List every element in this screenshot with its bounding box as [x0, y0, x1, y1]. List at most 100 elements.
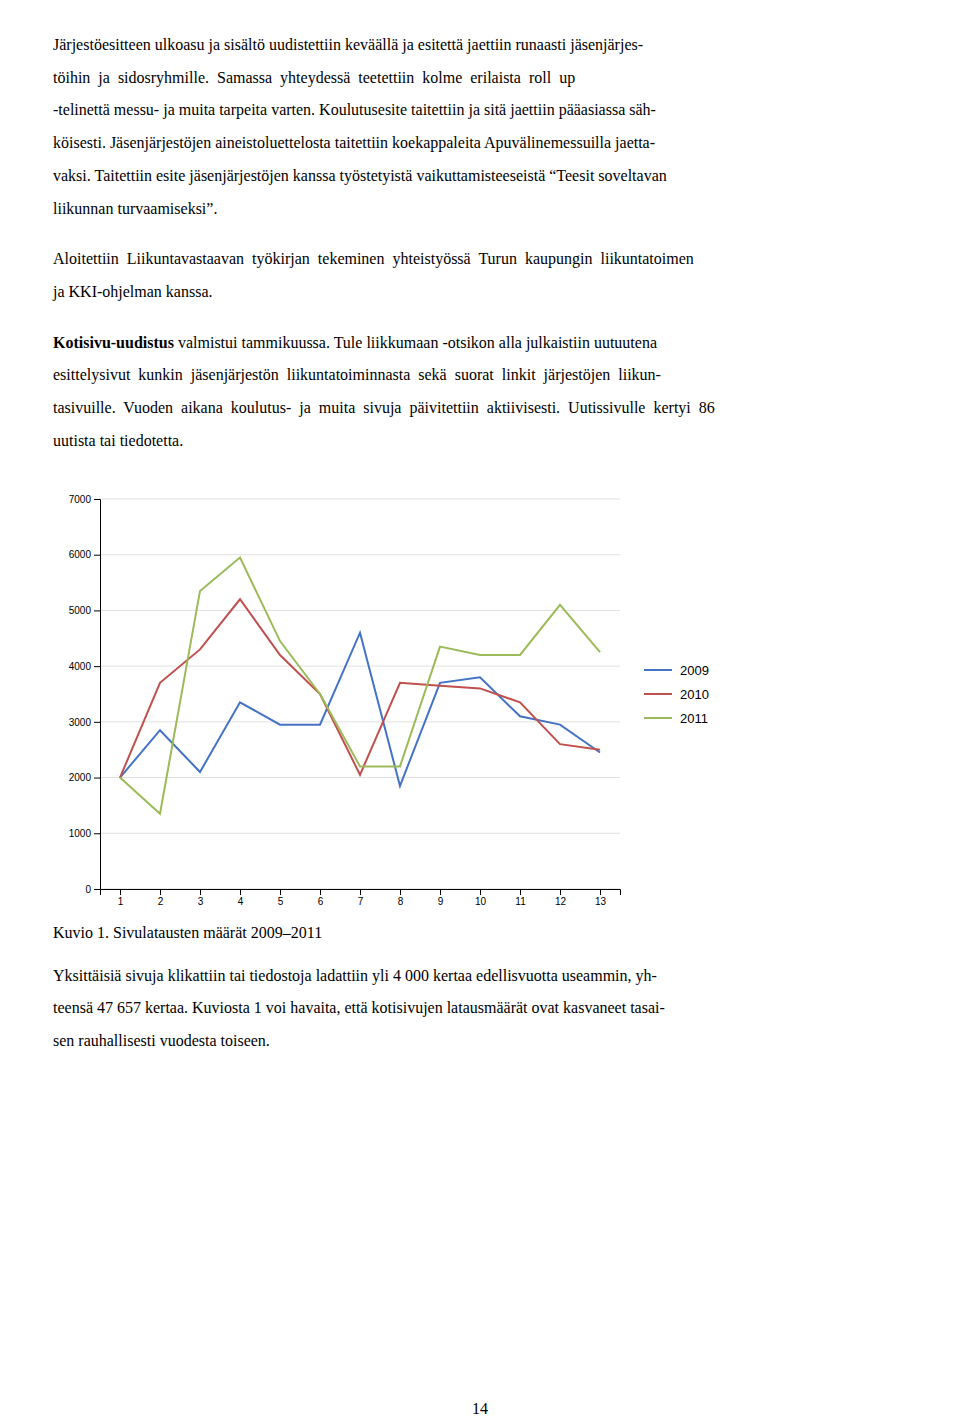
legend: 2009 2010 2011 [644, 663, 709, 726]
page: Järjestöesitteen ulkoasu ja sisältö uudi… [0, 0, 960, 1426]
marks [120, 557, 600, 813]
x-tick-label: 1 [118, 896, 124, 907]
y-tick-label: 7000 [69, 494, 92, 505]
series-line [120, 599, 600, 777]
series-line [120, 557, 600, 813]
y-tick: 1000 [69, 828, 100, 839]
x-tick: 12 [555, 889, 567, 907]
x-tick: 9 [438, 889, 444, 907]
y-tick: 5000 [69, 605, 100, 616]
body-line: vaksi. Taitettiin esite jäsenjärjestöjen… [53, 167, 667, 185]
x-tick: 11 [515, 889, 526, 907]
x-tick-mark [600, 889, 601, 895]
grid-line [100, 666, 620, 667]
x-tick: 3 [198, 889, 204, 907]
x-tick-label: 13 [595, 896, 607, 907]
x-tick: 6 [318, 889, 324, 907]
y-tick-label: 2000 [69, 772, 92, 783]
x-tick-label: 3 [198, 896, 204, 907]
bold-lead: Kotisivu-uudistus [53, 334, 174, 351]
x-tick-label: 5 [278, 896, 284, 907]
body-line: köisesti. Jäsenjärjestöjen aineistoluett… [53, 134, 655, 152]
y-tick-mark [94, 555, 100, 556]
legend-label: 2009 [680, 663, 709, 678]
x-tick: 7 [358, 889, 364, 907]
x-tick-mark [160, 889, 161, 895]
legend-item: 2009 [644, 663, 709, 678]
y-tick-mark [94, 833, 100, 834]
series-group [120, 557, 600, 813]
legend-swatch [644, 669, 672, 671]
x-tick: 10 [475, 889, 487, 907]
x-tick-mark [240, 889, 241, 895]
page-number: 14 [472, 1400, 488, 1417]
y-tick-label: 6000 [69, 549, 92, 560]
legend-label: 2011 [680, 711, 708, 726]
x-tick-mark [400, 889, 401, 895]
x-tick-label: 11 [515, 896, 526, 907]
x-axis-line [101, 889, 621, 895]
body-line: uutista tai tiedotetta. [53, 432, 183, 449]
grid-line [100, 610, 620, 611]
legend-swatch [644, 717, 672, 719]
x-tick: 8 [398, 889, 404, 907]
y-tick-label: 5000 [69, 605, 92, 616]
y-tick: 2000 [69, 772, 100, 783]
y-tick-label: 3000 [69, 717, 92, 728]
y-tick-mark [94, 722, 100, 723]
body-line: Järjestöesitteen ulkoasu ja sisältö uudi… [53, 36, 643, 54]
body-line: esittelysivut kunkin jäsenjärjestön liik… [53, 366, 661, 384]
body-line: teensä 47 657 kertaa. Kuviosta 1 voi hav… [53, 999, 665, 1017]
y-tick-label: 4000 [69, 661, 92, 672]
x-tick-label: 10 [475, 896, 487, 907]
y-tick-mark [94, 666, 100, 667]
x-tick-mark [560, 889, 561, 895]
body-line: sen rauhallisesti vuodesta toiseen. [53, 1032, 270, 1049]
x-tick-mark [520, 889, 521, 895]
y-tick: 0 [85, 884, 100, 895]
legend-swatch [644, 693, 672, 695]
y-tick: 7000 [69, 494, 100, 505]
grid [100, 499, 620, 889]
x-tick-mark [480, 889, 481, 895]
x-tick-label: 7 [358, 896, 364, 907]
y-tick: 3000 [69, 717, 100, 728]
body-line: tasivuille. Vuoden aikana koulutus- ja m… [53, 399, 715, 417]
y-tick: 6000 [69, 549, 100, 560]
y-axis-line [94, 499, 101, 889]
x-tick-mark [360, 889, 361, 895]
legend-label: 2010 [680, 687, 709, 702]
grid-line [100, 833, 620, 834]
grid-line [100, 554, 620, 555]
x-tick-mark [200, 889, 201, 895]
y-tick-mark [94, 889, 100, 890]
chart: 1234567891011121301000200030004000500060… [69, 494, 709, 907]
grid-line [100, 498, 620, 499]
body-line: ja KKI-ohjelman kanssa. [52, 283, 213, 301]
x-tick-mark [320, 889, 321, 895]
body-line: Yksittäisiä sivuja klikattiin tai tiedos… [53, 967, 657, 985]
legend-item: 2011 [644, 711, 708, 726]
y-tick-mark [94, 499, 100, 500]
body-line: -telinettä messu- ja muita tarpeita vart… [53, 101, 656, 119]
body-line: Aloitettiin Liikuntavastaavan työkirjan … [53, 250, 694, 268]
body-line: Kuvio 1. Sivulatausten määrät 2009–2011 [53, 924, 322, 941]
x-axis: 12345678910111213 [101, 889, 621, 907]
x-tick: 4 [238, 889, 244, 907]
x-tick-label: 2 [158, 896, 164, 907]
body-line: töihin ja sidosryhmille. Samassa yhteyde… [53, 69, 575, 87]
x-tick-label: 8 [398, 896, 404, 907]
body-text-run: valmistui tammikuussa. Tule liikkumaan -… [174, 334, 657, 352]
body-line: liikunnan turvaamiseksi”. [53, 200, 217, 217]
grid-line [100, 777, 620, 778]
x-tick: 1 [118, 889, 124, 907]
legend-item: 2010 [644, 687, 709, 702]
x-tick: 13 [595, 889, 607, 907]
x-tick-label: 12 [555, 896, 567, 907]
x-tick-label: 6 [318, 896, 324, 907]
x-tick-mark [120, 889, 121, 895]
y-tick-mark [94, 778, 100, 779]
y-tick: 4000 [69, 661, 100, 672]
y-tick-label: 0 [85, 884, 91, 895]
x-tick-label: 4 [238, 896, 244, 907]
